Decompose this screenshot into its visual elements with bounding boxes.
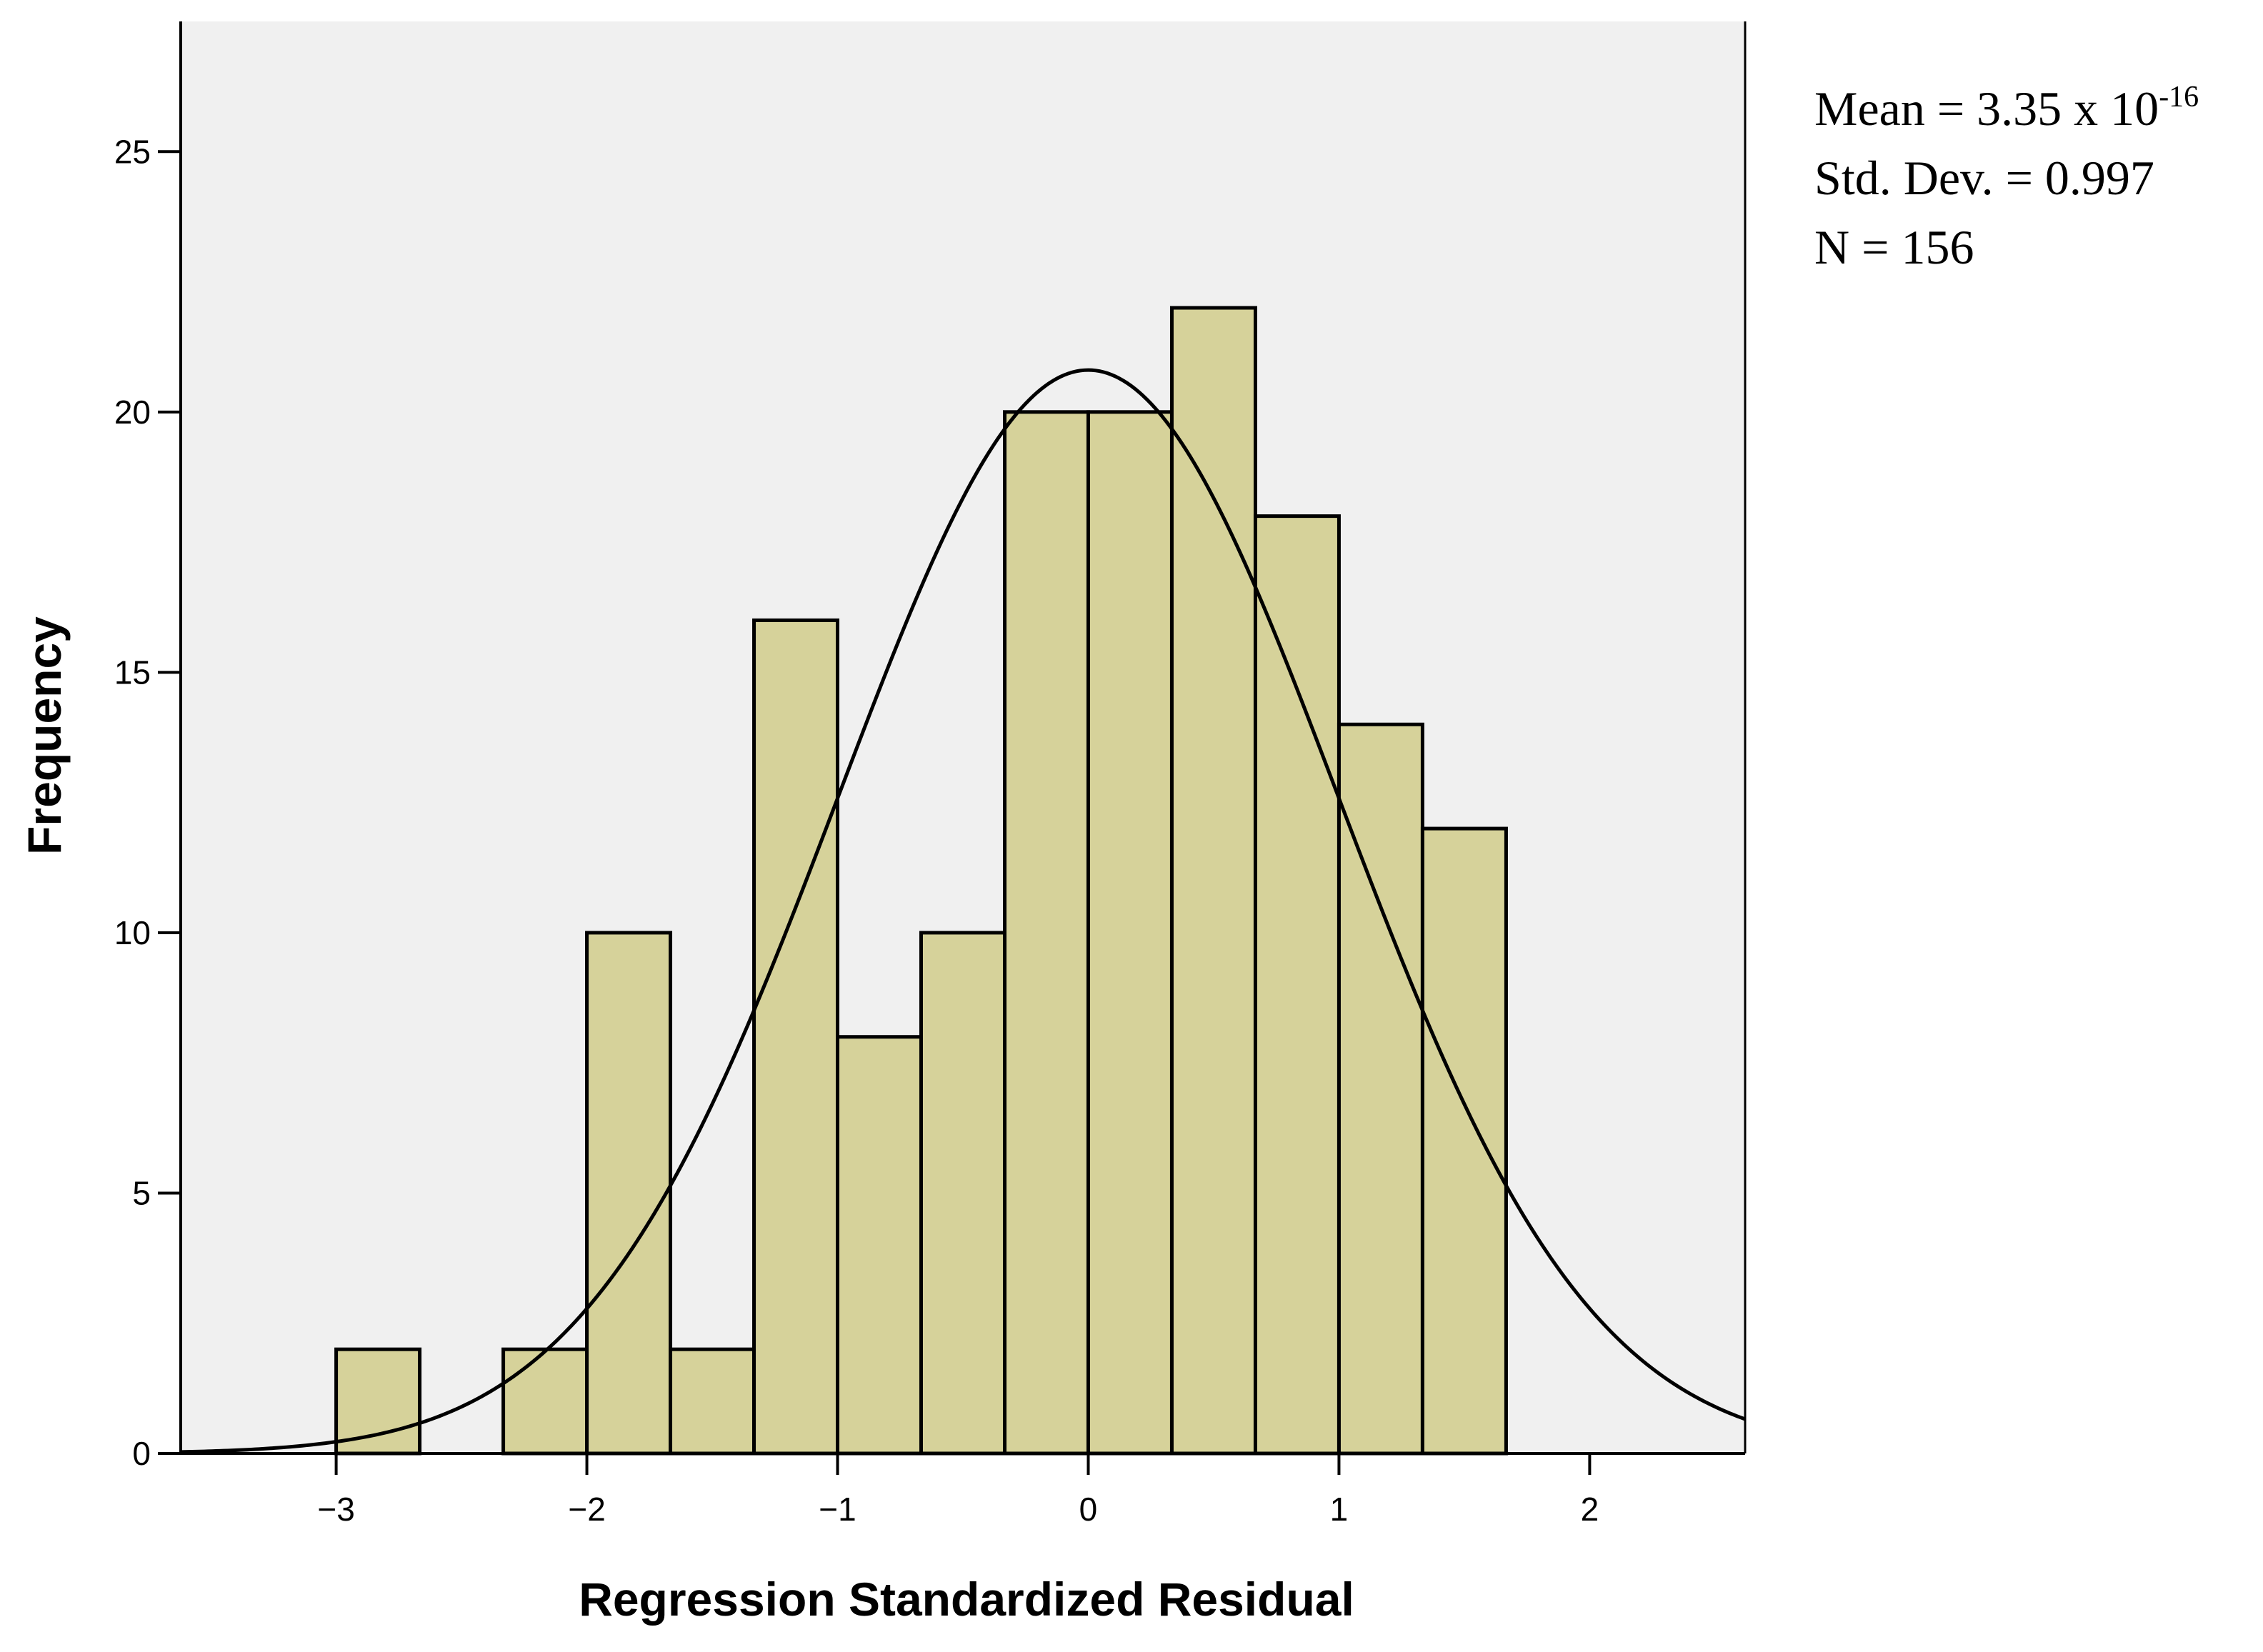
x-tick-label: −1 [819, 1491, 856, 1528]
histogram-bar [585, 931, 673, 1456]
x-tick-label: −2 [568, 1491, 605, 1528]
x-tick-label: 2 [1581, 1491, 1599, 1528]
y-axis-ticks: 0 5 10 15 20 25 [114, 133, 181, 1472]
x-axis-ticks: −3 −2 −1 0 1 2 [317, 1453, 1599, 1528]
histogram-bar [1420, 826, 1508, 1456]
histogram-bar [919, 931, 1007, 1456]
histogram-bar [1086, 410, 1174, 1456]
histogram-bar [1003, 410, 1090, 1456]
std-dev-stat: Std. Dev. = 0.997 [1814, 151, 2154, 205]
histogram-bar [836, 1035, 923, 1456]
normal-curve [180, 368, 1746, 1454]
y-tick-label: 0 [132, 1435, 151, 1472]
histogram-bar [669, 1347, 756, 1456]
x-tick-label: −3 [317, 1491, 354, 1528]
y-axis-title: Frequency [18, 616, 71, 855]
histogram-bar [1169, 306, 1257, 1456]
histogram-bar [1337, 722, 1424, 1456]
histogram-bar [752, 618, 840, 1456]
y-tick-label: 10 [114, 914, 151, 951]
histogram-bars [334, 306, 1508, 1456]
histogram-bar [501, 1347, 589, 1456]
y-tick-label: 5 [132, 1174, 151, 1211]
mean-label: Mean = 3.35 x 10 [1814, 81, 2159, 136]
histogram-bar [334, 1347, 422, 1456]
statistics-legend: Mean = 3.35 x 10-16 Std. Dev. = 0.997 N … [1814, 81, 2199, 274]
x-tick-label: 0 [1079, 1491, 1098, 1528]
axes [179, 21, 1747, 1455]
n-stat: N = 156 [1814, 220, 1974, 274]
mean-exponent: -16 [2159, 81, 2199, 114]
x-axis-title: Regression Standardized Residual [579, 1573, 1354, 1626]
histogram-bar [1253, 514, 1341, 1456]
y-tick-label: 25 [114, 133, 151, 170]
x-tick-label: 1 [1330, 1491, 1349, 1528]
y-tick-label: 20 [114, 394, 151, 431]
y-tick-label: 15 [114, 654, 151, 691]
mean-stat: Mean = 3.35 x 10-16 [1814, 81, 2199, 136]
